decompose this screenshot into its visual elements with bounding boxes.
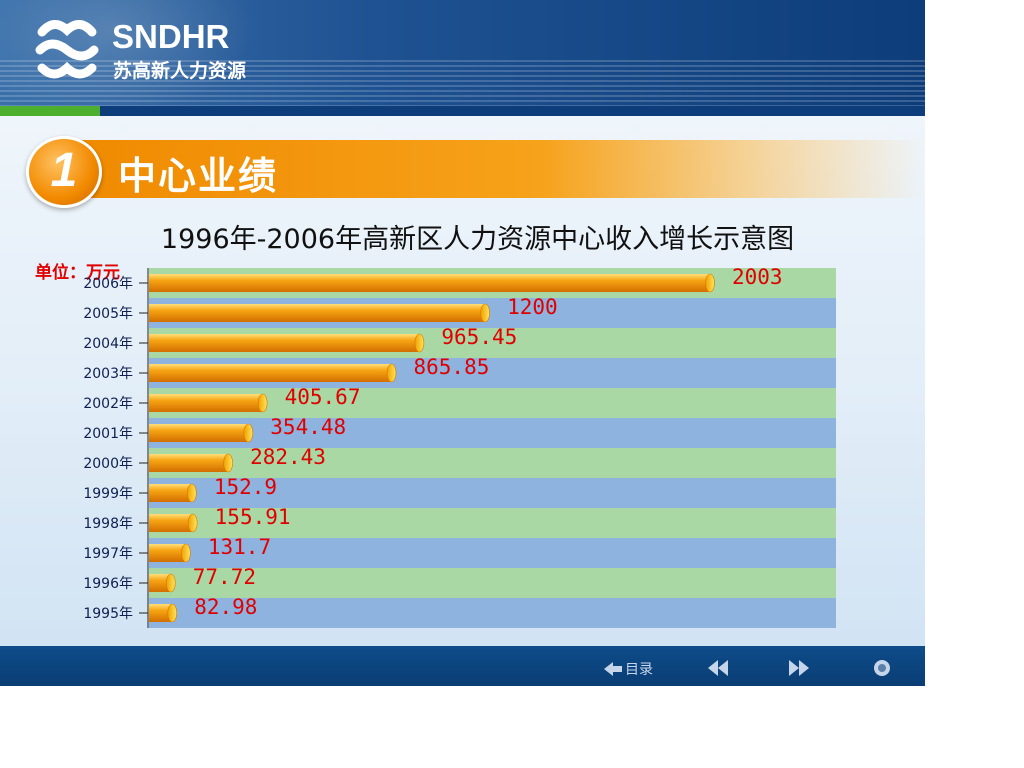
chart-band <box>149 508 836 538</box>
section-number: 1 <box>50 144 78 197</box>
chart-band <box>149 538 836 568</box>
header-stripes <box>0 60 925 106</box>
bar-cap <box>257 393 268 413</box>
bar <box>149 604 173 622</box>
logo-text-en: SNDHR <box>112 18 229 56</box>
fast-forward-icon[interactable] <box>787 659 811 677</box>
toc-label: 目录 <box>625 662 653 678</box>
y-tick-label: 2005年 <box>83 306 133 322</box>
data-label: 2003 <box>732 265 783 289</box>
y-tick-label: 2003年 <box>83 366 133 382</box>
bar <box>149 514 193 532</box>
bar-cap <box>480 303 490 323</box>
section-number-badge: 1 <box>26 136 102 208</box>
bar-cap <box>243 423 254 443</box>
data-label: 405.67 <box>285 385 361 409</box>
bar <box>149 544 186 562</box>
y-tick-label: 2006年 <box>83 276 133 292</box>
toc-button[interactable]: 目录 <box>604 659 653 679</box>
sndhr-logo-icon <box>35 20 99 79</box>
slide: SNDHR 苏高新人力资源 1 中心业绩 1996年-2006年高新区人力资源中… <box>0 0 925 686</box>
data-label: 152.9 <box>214 475 277 499</box>
chart-band <box>149 568 836 598</box>
chart-bars <box>149 273 715 623</box>
data-label: 155.91 <box>215 505 291 529</box>
bar-cap <box>386 363 397 383</box>
bar-chart: 2006年 2003 2005年 1200 2004年 965.45 2003年 865.85… <box>83 265 836 628</box>
bar-cap <box>705 273 715 293</box>
logo-text-cn: 苏高新人力资源 <box>113 60 247 82</box>
y-tick-label: 1997年 <box>83 546 133 562</box>
bar <box>149 364 392 382</box>
y-tick-label: 2001年 <box>83 426 133 442</box>
data-label: 965.45 <box>441 325 517 349</box>
rewind-icon[interactable] <box>706 659 730 677</box>
data-label: 82.98 <box>194 595 257 619</box>
chart-unit-label: 单位：万元 <box>35 263 120 283</box>
bar <box>149 574 171 592</box>
chart-band <box>149 418 836 448</box>
y-tick-label: 1996年 <box>83 576 133 592</box>
footer-bar <box>0 646 925 686</box>
bar <box>149 394 263 412</box>
chart-band <box>149 448 836 478</box>
end-circle-icon[interactable] <box>870 659 894 677</box>
data-label: 77.72 <box>193 565 256 589</box>
bar-cap <box>181 543 191 563</box>
y-tick-label: 2000年 <box>83 456 133 472</box>
chart-band <box>149 598 836 628</box>
y-tick-label: 2002年 <box>83 396 133 412</box>
y-tick-label: 2004年 <box>83 336 133 352</box>
bar <box>149 484 192 502</box>
data-label: 865.85 <box>414 355 490 379</box>
bar <box>149 304 486 322</box>
bar <box>149 274 710 292</box>
y-tick-label: 1999年 <box>83 486 133 502</box>
chart-band <box>149 478 836 508</box>
bar-cap <box>414 333 425 353</box>
bar <box>149 424 249 442</box>
logo-text-suffix: HR <box>181 18 230 55</box>
section-title: 中心业绩 <box>118 154 279 198</box>
logo-text-prefix: SND <box>112 18 182 55</box>
header-bar <box>0 106 925 116</box>
bar-cap <box>187 483 197 503</box>
data-label: 1200 <box>507 295 558 319</box>
header-bar-accent <box>0 106 100 116</box>
bar <box>149 334 420 352</box>
header-banner <box>0 0 925 120</box>
bar-cap <box>165 573 176 593</box>
section-band <box>70 140 925 198</box>
data-label: 282.43 <box>250 445 326 469</box>
bar-cap <box>187 513 198 533</box>
back-arrow-icon <box>604 662 622 676</box>
chart-title: 1996年-2006年高新区人力资源中心收入增长示意图 <box>160 224 795 255</box>
y-tick-label: 1998年 <box>83 516 133 532</box>
y-tick-label: 1995年 <box>83 606 133 622</box>
bar <box>149 454 229 472</box>
data-label: 131.7 <box>208 535 271 559</box>
bar-cap <box>223 453 233 473</box>
data-label: 354.48 <box>270 415 346 439</box>
bar-cap <box>167 603 178 623</box>
